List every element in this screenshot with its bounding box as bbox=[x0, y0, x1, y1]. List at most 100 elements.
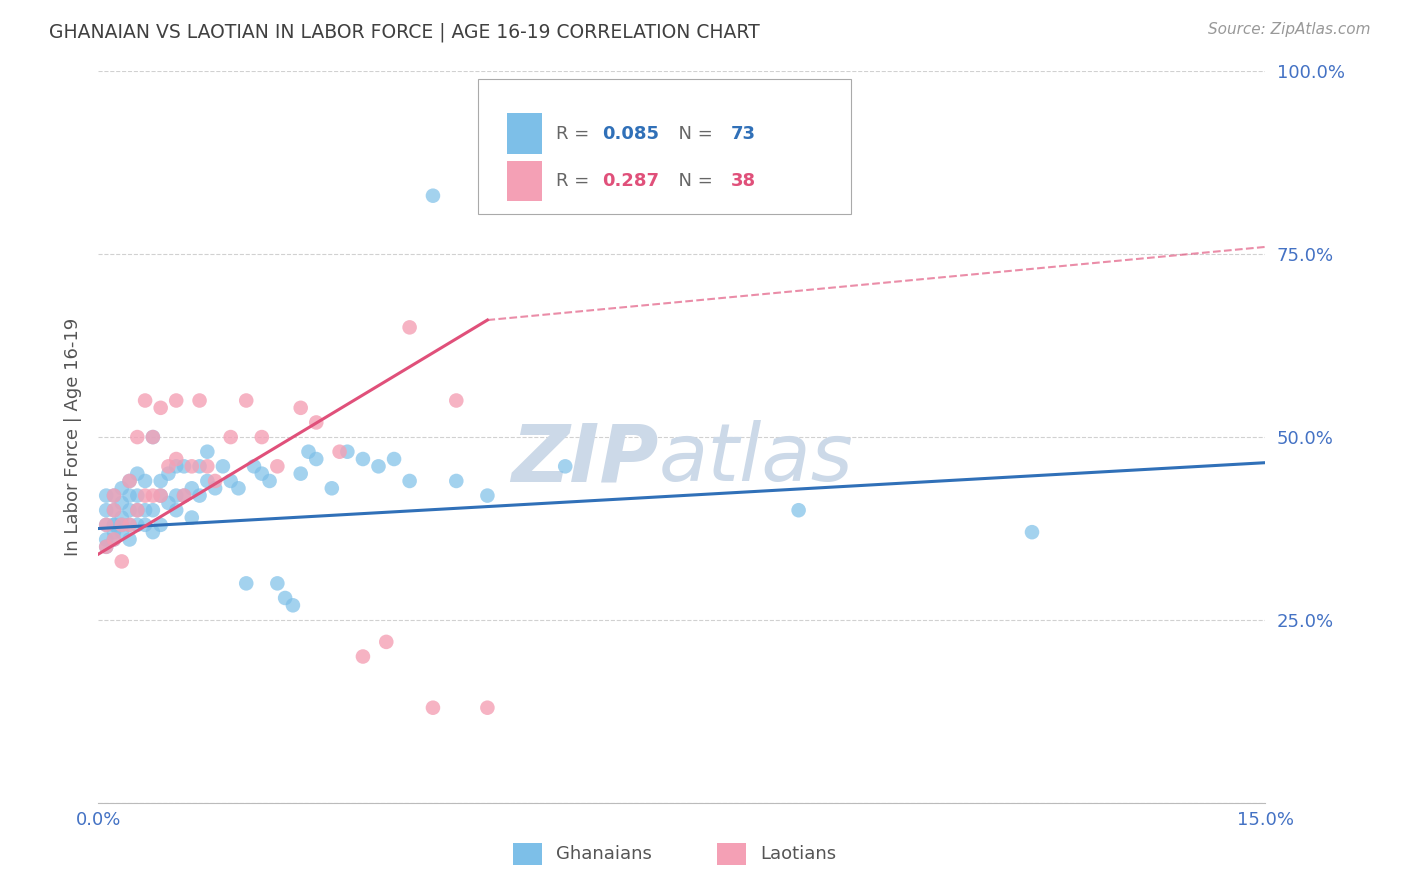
Point bbox=[554, 459, 576, 474]
Point bbox=[446, 393, 468, 408]
Point bbox=[250, 430, 273, 444]
Point bbox=[250, 467, 273, 481]
Text: 38: 38 bbox=[731, 172, 756, 190]
FancyBboxPatch shape bbox=[508, 161, 541, 202]
Point bbox=[305, 416, 328, 430]
Point bbox=[212, 459, 235, 474]
Point bbox=[103, 503, 125, 517]
Point bbox=[118, 474, 141, 488]
Point bbox=[127, 489, 149, 503]
Point bbox=[134, 474, 156, 488]
Point bbox=[142, 430, 165, 444]
Point bbox=[352, 649, 374, 664]
Point bbox=[274, 591, 297, 605]
FancyBboxPatch shape bbox=[508, 113, 541, 153]
Point bbox=[290, 401, 312, 415]
Point bbox=[422, 188, 444, 202]
Point bbox=[422, 700, 444, 714]
Point bbox=[111, 517, 134, 532]
Point bbox=[165, 393, 187, 408]
Point bbox=[188, 489, 211, 503]
Point bbox=[398, 474, 420, 488]
Point bbox=[165, 459, 187, 474]
Point bbox=[180, 459, 202, 474]
Point bbox=[165, 452, 187, 467]
Point bbox=[321, 481, 343, 495]
Point bbox=[111, 517, 134, 532]
Point bbox=[142, 525, 165, 540]
Point bbox=[142, 503, 165, 517]
Point bbox=[96, 517, 118, 532]
Point bbox=[235, 576, 257, 591]
Point bbox=[219, 474, 242, 488]
Point bbox=[165, 489, 187, 503]
Text: Laotians: Laotians bbox=[761, 845, 837, 863]
Point bbox=[259, 474, 281, 488]
Point bbox=[103, 525, 125, 540]
Point bbox=[180, 510, 202, 524]
Point bbox=[111, 510, 134, 524]
Point bbox=[180, 481, 202, 495]
Point bbox=[103, 517, 125, 532]
Point bbox=[103, 489, 125, 503]
Point bbox=[134, 503, 156, 517]
Point bbox=[111, 525, 134, 540]
FancyBboxPatch shape bbox=[717, 843, 747, 865]
Point bbox=[134, 489, 156, 503]
Point bbox=[219, 430, 242, 444]
Point bbox=[204, 474, 226, 488]
Point bbox=[149, 517, 172, 532]
Point bbox=[382, 452, 405, 467]
Point bbox=[173, 489, 195, 503]
Point bbox=[118, 517, 141, 532]
Point bbox=[157, 496, 180, 510]
Point bbox=[266, 576, 288, 591]
Point bbox=[111, 554, 134, 568]
Text: N =: N = bbox=[666, 172, 718, 190]
Point bbox=[111, 481, 134, 495]
Point bbox=[375, 635, 398, 649]
Text: Ghanaians: Ghanaians bbox=[555, 845, 652, 863]
Point bbox=[127, 430, 149, 444]
Point bbox=[367, 459, 389, 474]
Point bbox=[96, 517, 118, 532]
Point bbox=[336, 444, 359, 458]
Point bbox=[352, 452, 374, 467]
Point bbox=[195, 474, 218, 488]
Point bbox=[243, 459, 266, 474]
Point bbox=[149, 401, 172, 415]
Point bbox=[173, 459, 195, 474]
Point bbox=[157, 467, 180, 481]
Point bbox=[228, 481, 250, 495]
Point bbox=[188, 393, 211, 408]
Point bbox=[118, 474, 141, 488]
Point bbox=[118, 517, 141, 532]
Point bbox=[103, 517, 125, 532]
Point bbox=[290, 467, 312, 481]
Point bbox=[134, 517, 156, 532]
Point bbox=[188, 459, 211, 474]
Text: Source: ZipAtlas.com: Source: ZipAtlas.com bbox=[1208, 22, 1371, 37]
Point bbox=[477, 489, 499, 503]
Point bbox=[329, 444, 352, 458]
Y-axis label: In Labor Force | Age 16-19: In Labor Force | Age 16-19 bbox=[63, 318, 82, 557]
FancyBboxPatch shape bbox=[478, 78, 851, 214]
Point bbox=[103, 533, 125, 547]
Text: atlas: atlas bbox=[658, 420, 853, 498]
Point bbox=[118, 489, 141, 503]
Point bbox=[1021, 525, 1043, 540]
Text: R =: R = bbox=[555, 125, 595, 143]
Point bbox=[305, 452, 328, 467]
Point bbox=[149, 489, 172, 503]
Text: 0.085: 0.085 bbox=[603, 125, 659, 143]
Point bbox=[157, 459, 180, 474]
Point bbox=[118, 503, 141, 517]
Text: 73: 73 bbox=[731, 125, 756, 143]
Point bbox=[149, 474, 172, 488]
Point bbox=[266, 459, 288, 474]
Point bbox=[165, 503, 187, 517]
Text: ZIP: ZIP bbox=[512, 420, 658, 498]
Point bbox=[96, 533, 118, 547]
FancyBboxPatch shape bbox=[513, 843, 541, 865]
Point bbox=[446, 474, 468, 488]
